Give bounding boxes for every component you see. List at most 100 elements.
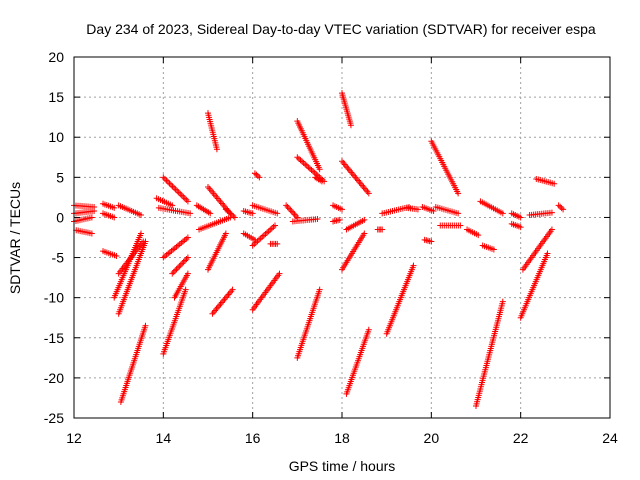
data-point-marker [347, 122, 354, 129]
arc-segment [160, 174, 191, 205]
arc-segment [526, 209, 555, 219]
data-point-marker [142, 322, 149, 329]
data-point-marker [161, 175, 168, 182]
data-point-marker [111, 214, 118, 221]
axis-ticks [73, 56, 611, 419]
arc-segment [533, 175, 558, 187]
y-tick-label: 0 [56, 209, 64, 225]
x-tick-label: 12 [66, 430, 82, 446]
arc-segment [477, 198, 506, 217]
data-point-marker [428, 238, 435, 245]
data-point-marker [172, 267, 179, 274]
grid [74, 57, 610, 418]
data-point-marker [262, 231, 269, 238]
data-point-marker [176, 263, 183, 270]
data-point-marker [180, 193, 187, 200]
data-point-marker [339, 206, 345, 213]
data-point-marker [311, 169, 318, 176]
y-tick-label: -10 [44, 290, 64, 306]
data-point-marker [379, 226, 386, 233]
arc-segment [117, 322, 149, 405]
data-point-marker [455, 210, 462, 217]
data-point-marker [257, 235, 264, 242]
arc-segment [115, 238, 147, 277]
y-tick-label: -20 [44, 370, 64, 386]
data-point-marker [183, 196, 190, 203]
data-point-marker [365, 326, 372, 333]
data-point-marker [249, 242, 256, 249]
arc-segment [193, 202, 214, 217]
data-point-marker [274, 210, 281, 217]
arc-segment [428, 138, 462, 197]
arc-segment [294, 154, 328, 185]
y-tick-labels: 20 15 10 5 0 -5 -10 -15 -20 -25 [44, 49, 64, 426]
data-point-marker [308, 167, 315, 174]
arc-segment [294, 118, 323, 173]
arc-segment [312, 174, 325, 185]
data-point-marker [276, 270, 283, 277]
data-point-marker [179, 260, 186, 267]
arc-segment [437, 222, 464, 229]
data-point-marker [229, 286, 236, 293]
x-tick-label: 16 [245, 430, 261, 446]
data-point-marker [249, 210, 256, 217]
data-point-marker [259, 233, 266, 240]
arc-segment [419, 204, 437, 215]
data-point-marker [184, 198, 191, 205]
arc-segment [115, 202, 144, 219]
data-point-marker [264, 229, 271, 236]
arc-segment [508, 210, 524, 221]
data-point-marker [187, 210, 194, 217]
arc-segment [222, 206, 238, 221]
data-point-marker [410, 262, 417, 269]
data-point-marker [295, 155, 302, 162]
data-point-marker [138, 230, 144, 237]
arc-segment [339, 230, 368, 273]
data-point-marker [551, 180, 558, 187]
arc-segment [473, 298, 506, 409]
y-axis-label: SDTVAR / TECUs [7, 182, 23, 294]
data-point-marker [113, 252, 120, 259]
data-point-marker [225, 209, 232, 216]
data-point-marker [336, 216, 343, 223]
data-point-marker [164, 178, 171, 185]
data-point-marker [306, 165, 313, 172]
x-axis-label: GPS time / hours [289, 458, 396, 474]
arc-segment [421, 236, 435, 245]
data-point-marker [251, 170, 258, 177]
data-point-marker [174, 264, 181, 271]
data-point-marker [231, 214, 238, 221]
data-point-marker [560, 206, 567, 213]
arc-segment [251, 170, 263, 181]
arc-segment [205, 110, 220, 153]
data-point-marker [455, 190, 462, 197]
data-point-marker [230, 213, 237, 220]
data-point-marker [303, 162, 310, 169]
data-point-marker [294, 154, 301, 161]
data-point-marker [318, 178, 325, 185]
data-point-marker [166, 180, 173, 187]
data-point-marker [274, 240, 281, 247]
arc-segment [383, 262, 417, 337]
data-point-marker [361, 230, 368, 237]
arc-segment [330, 202, 345, 213]
data-point-marker [91, 208, 98, 215]
data-point-marker [253, 171, 260, 178]
data-point-marker [173, 266, 180, 273]
data-point-marker [414, 206, 421, 213]
data-point-marker [169, 183, 176, 190]
data-point-marker [316, 166, 323, 173]
data-point-marker [316, 286, 323, 293]
data-point-marker [254, 172, 261, 179]
data-point-marker [251, 241, 258, 248]
data-point-marker [457, 222, 464, 229]
arc-segment [209, 286, 236, 317]
arc-segment [432, 204, 462, 217]
data-point-marker [299, 158, 306, 165]
data-point-marker [160, 174, 167, 181]
data-point-marker [260, 232, 267, 239]
data-point-marker [270, 223, 277, 230]
arc-segment [71, 214, 95, 225]
arc-segment [160, 234, 191, 261]
data-point-marker [177, 190, 184, 197]
